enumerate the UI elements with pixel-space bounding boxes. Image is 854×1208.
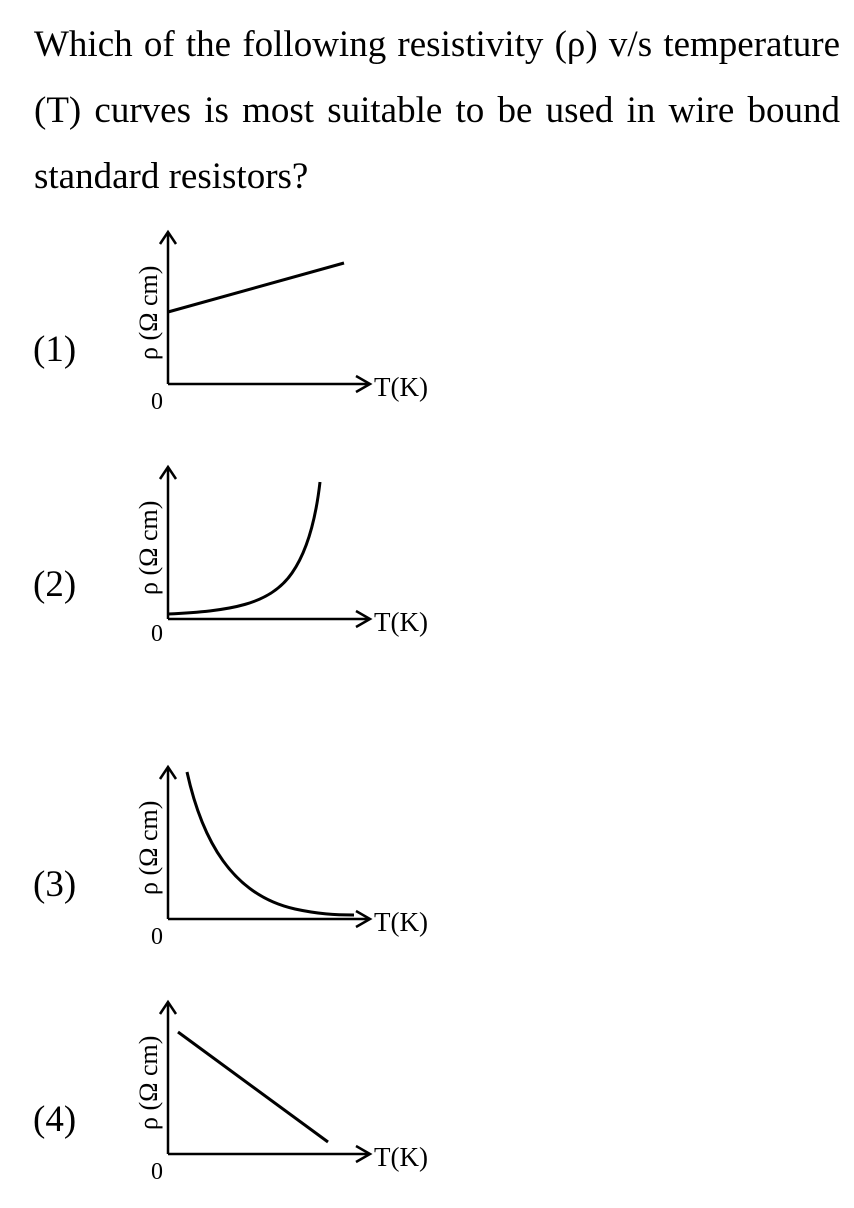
option-2-y-label: ρ (Ω cm) xyxy=(134,501,163,595)
option-3-y-label: ρ (Ω cm) xyxy=(134,801,163,895)
option-4-graph-svg: T(K) 0 ρ (Ω cm) xyxy=(120,990,480,1190)
option-2-label: (2) xyxy=(33,565,76,605)
option-1-graph: T(K) 0 ρ (Ω cm) xyxy=(120,220,480,420)
option-1-origin-label: 0 xyxy=(151,389,163,415)
option-1-label: (1) xyxy=(33,330,76,370)
option-4-y-label: ρ (Ω cm) xyxy=(134,1036,163,1130)
option-4-label: (4) xyxy=(33,1100,76,1140)
option-3-graph-svg: T(K) 0 ρ (Ω cm) xyxy=(120,755,480,955)
option-3-x-label: T(K) xyxy=(374,907,428,937)
option-3-origin-label: 0 xyxy=(151,924,163,950)
option-3-label: (3) xyxy=(33,865,76,905)
option-3-curve xyxy=(187,772,354,915)
question-text: Which of the following resistivity (ρ) v… xyxy=(34,12,840,210)
option-2-graph: T(K) 0 ρ (Ω cm) xyxy=(120,455,480,655)
option-4-curve xyxy=(178,1032,328,1142)
option-1-graph-svg: T(K) 0 ρ (Ω cm) xyxy=(120,220,480,420)
option-4-x-label: T(K) xyxy=(374,1142,428,1172)
option-2-x-label: T(K) xyxy=(374,607,428,637)
option-4-origin-label: 0 xyxy=(151,1159,163,1185)
option-4-graph: T(K) 0 ρ (Ω cm) xyxy=(120,990,480,1190)
option-1-x-label: T(K) xyxy=(374,372,428,402)
option-2-origin-label: 0 xyxy=(151,621,163,647)
option-3-graph: T(K) 0 ρ (Ω cm) xyxy=(120,755,480,955)
option-2-graph-svg: T(K) 0 ρ (Ω cm) xyxy=(120,455,480,655)
option-1-y-label: ρ (Ω cm) xyxy=(134,266,163,360)
option-1-curve xyxy=(168,263,344,312)
option-2-curve xyxy=(168,482,320,614)
